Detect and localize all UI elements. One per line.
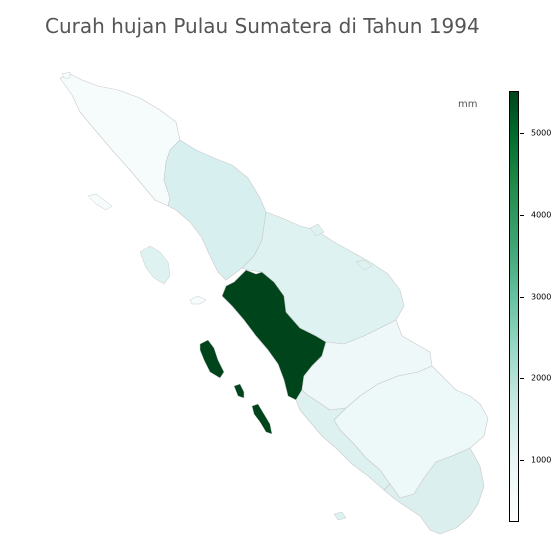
colorbar-tick-label: 5000 <box>531 128 552 138</box>
region-lampung[interactable] <box>383 447 485 535</box>
island-nias <box>189 295 207 305</box>
colorbar-tick <box>520 378 524 379</box>
colorbar-tick <box>520 133 524 134</box>
colorbar-unit: mm <box>458 99 478 110</box>
island-simeulue <box>139 245 171 285</box>
colorbar-tick <box>520 297 524 298</box>
colorbar-tick <box>520 460 524 461</box>
island-riau-1 <box>309 223 325 237</box>
island-weh <box>61 71 71 79</box>
island-riau-2 <box>355 259 373 271</box>
island-siberut <box>199 339 225 379</box>
colorbar-tick-label: 4000 <box>531 210 552 220</box>
colorbar-tick-label: 2000 <box>531 373 552 383</box>
colorbar-tick-label: 3000 <box>531 292 552 302</box>
region-bengkulu[interactable] <box>295 389 391 491</box>
colorbar-tick <box>520 215 524 216</box>
island-sipora <box>233 383 245 399</box>
colorbar <box>509 91 519 522</box>
colorbar-tick-label: 1000 <box>531 455 552 465</box>
island-enggano <box>333 511 347 521</box>
region-sumatera-utara[interactable] <box>163 139 267 281</box>
island-banyak <box>87 193 113 211</box>
map-title: Curah hujan Pulau Sumatera di Tahun 1994 <box>45 14 480 38</box>
island-pagai <box>251 403 273 435</box>
region-aceh[interactable] <box>59 73 181 207</box>
